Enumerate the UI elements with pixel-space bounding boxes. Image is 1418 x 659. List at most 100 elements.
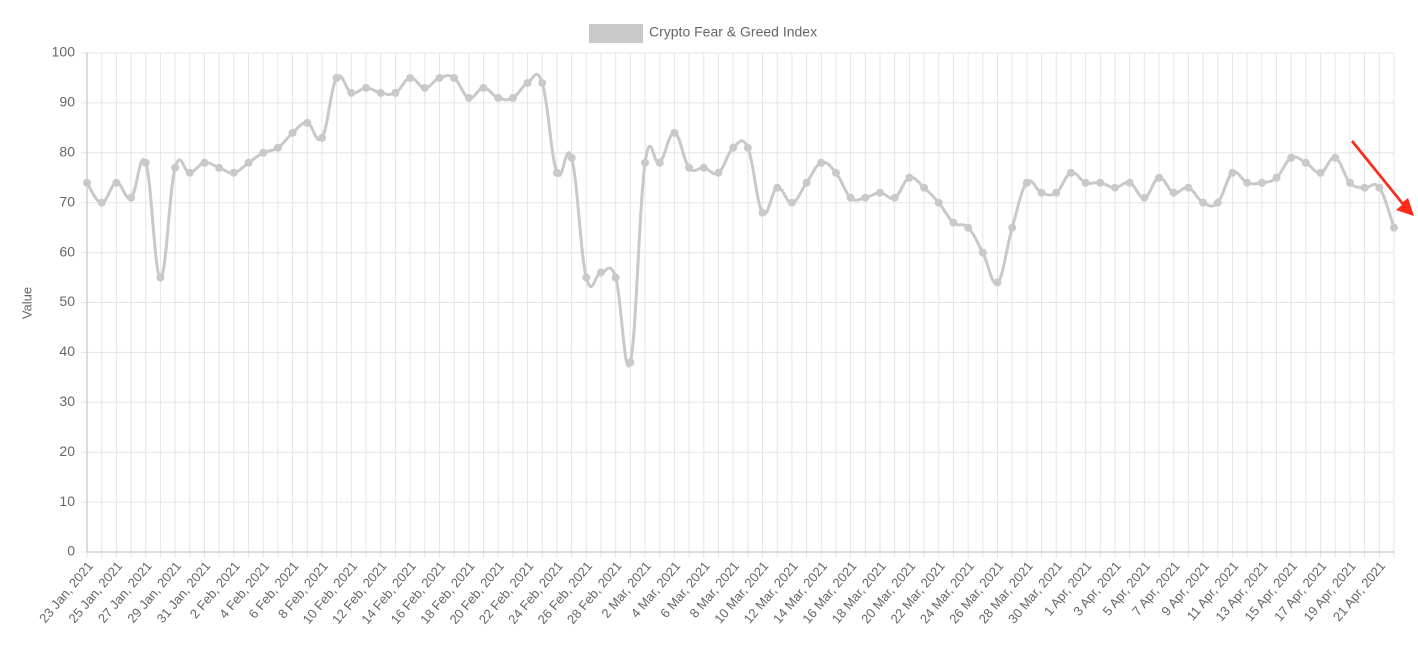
data-point [244,158,253,167]
data-point [450,73,459,82]
data-point [1184,183,1193,192]
data-point [787,198,796,207]
data-point [1390,223,1398,232]
legend-label[interactable]: Crypto Fear & Greed Index [649,24,817,40]
data-point [714,168,723,177]
data-point [288,128,297,137]
data-point [1096,178,1105,187]
y-tick-label: 0 [67,543,75,559]
data-point [1301,158,1310,167]
data-point [362,83,371,92]
data-point [317,133,326,142]
legend-swatch[interactable] [589,24,643,43]
data-point [846,193,855,202]
data-point [391,88,400,97]
data-point [567,153,576,162]
data-point [479,83,488,92]
data-point [464,93,473,102]
data-point [1081,178,1090,187]
data-point [1169,188,1178,197]
y-tick-label: 90 [59,94,75,110]
data-point [1008,223,1017,232]
data-point [376,88,385,97]
data-point [641,158,650,167]
data-point [1228,168,1237,177]
data-point [273,143,282,152]
data-point [582,273,591,282]
data-point [494,93,503,102]
data-point [1140,193,1149,202]
data-point [978,248,987,257]
y-tick-label: 80 [59,144,75,160]
data-point [1052,188,1061,197]
data-point [259,148,268,157]
data-point [1360,183,1369,192]
data-point [420,83,429,92]
data-point [1243,178,1252,187]
data-point [685,163,694,172]
data-point [435,73,444,82]
data-point [156,273,165,282]
y-tick-label: 30 [59,393,75,409]
y-tick-label: 100 [52,44,76,60]
y-tick-label: 60 [59,243,75,259]
data-point [1375,183,1384,192]
data-point [1287,153,1296,162]
data-point [332,73,341,82]
arrow-annotation [1351,140,1414,216]
data-point [1257,178,1266,187]
y-tick-label: 50 [59,293,75,309]
data-point [934,198,943,207]
data-point [229,168,238,177]
data-point [743,143,752,152]
data-point [831,168,840,177]
data-point [611,273,620,282]
data-point [141,158,150,167]
data-point [185,168,194,177]
data-point [626,358,635,367]
data-point [1199,198,1208,207]
data-point [200,158,209,167]
series-line [85,72,1396,368]
data-point [97,198,106,207]
y-tick-label: 10 [59,493,75,509]
data-point [1331,153,1340,162]
data-point [406,73,415,82]
data-point [655,158,664,167]
data-point [1037,188,1046,197]
data-point [1125,178,1134,187]
y-tick-label: 20 [59,443,75,459]
data-point [523,78,532,87]
y-axis-title: Value [19,287,34,319]
data-point [508,93,517,102]
data-point [993,278,1002,287]
data-point [1022,178,1031,187]
data-point [949,218,958,227]
data-point [920,183,929,192]
y-tick-label: 40 [59,343,75,359]
data-point [905,173,914,182]
data-point [1316,168,1325,177]
data-point [83,178,91,187]
data-point [729,143,738,152]
data-point [1345,178,1354,187]
data-point [890,193,899,202]
data-point [1155,173,1164,182]
data-point [1272,173,1281,182]
y-tick-label: 70 [59,193,75,209]
data-point [171,163,180,172]
data-point [1110,183,1119,192]
data-point [670,128,679,137]
data-point [1066,168,1075,177]
data-point [552,168,561,177]
data-point [773,183,782,192]
plot [83,72,1398,368]
data-point [347,88,356,97]
data-point [1213,198,1222,207]
data-point [112,178,121,187]
data-point [964,223,973,232]
data-point [817,158,826,167]
data-point [538,78,547,87]
data-point [596,268,605,277]
